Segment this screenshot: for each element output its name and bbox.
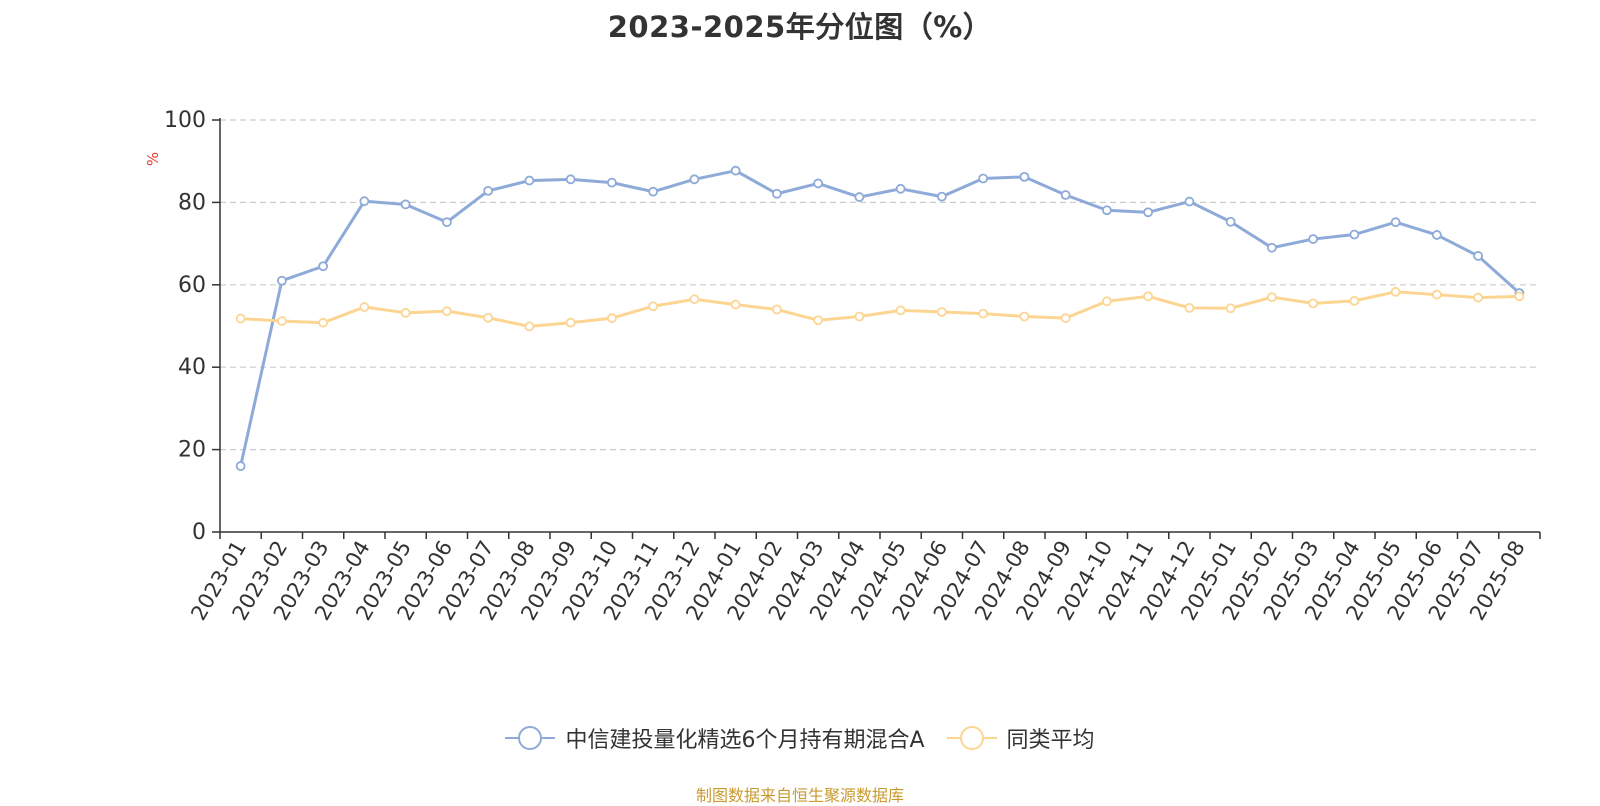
data-point [276, 316, 287, 326]
data-point [1349, 229, 1360, 240]
series-line [239, 169, 1521, 467]
data-point [400, 199, 411, 210]
data-point [1101, 296, 1112, 307]
legend-label-average: 同类平均 [1006, 728, 1095, 753]
data-point [1308, 234, 1319, 244]
data-point [1473, 251, 1484, 261]
data-point [978, 173, 989, 184]
data-point [1390, 217, 1401, 228]
data-point [895, 305, 906, 316]
data-point [730, 165, 741, 176]
data-point [1101, 205, 1112, 216]
data-point [813, 178, 824, 189]
data-point [689, 174, 700, 185]
data-point [1431, 289, 1442, 300]
legend-label-fund: 中信建投量化精选6个月持有期混合A [565, 728, 925, 753]
data-point [771, 188, 782, 199]
legend-item-average[interactable]: 同类平均 [946, 722, 1095, 754]
y-tick-label: 60 [178, 273, 206, 298]
data-point [1266, 242, 1277, 253]
data-point [1060, 190, 1071, 200]
data-point [854, 311, 865, 322]
data-point [606, 313, 617, 324]
data-point [400, 307, 411, 318]
data-point [565, 174, 576, 185]
series-lines [235, 165, 1525, 471]
data-point [235, 461, 246, 471]
data-point [524, 321, 535, 332]
data-point [1266, 292, 1277, 303]
data-point [1308, 298, 1319, 309]
data-point [483, 185, 494, 196]
data-point [606, 177, 617, 188]
data-point [1514, 291, 1525, 302]
data-point [235, 313, 246, 324]
data-point [483, 312, 494, 323]
tick-labels: 0204060801002023-012023-022023-032023-04… [164, 108, 1530, 624]
data-point [813, 315, 824, 326]
data-point [648, 301, 659, 312]
grid-lines [220, 119, 1540, 451]
y-tick-label: 20 [178, 438, 206, 463]
y-tick-label: 40 [178, 355, 206, 380]
data-point [854, 192, 865, 202]
data-point [1143, 291, 1154, 302]
data-point [441, 217, 452, 228]
data-point [895, 183, 906, 194]
y-tick-label: 80 [178, 190, 206, 215]
y-tick-label: 0 [192, 520, 206, 545]
data-point [1184, 302, 1195, 313]
data-point [978, 308, 989, 319]
data-point [936, 191, 947, 202]
data-point [1019, 311, 1030, 322]
chart-title: 2023-2025年分位图（%） [607, 10, 993, 44]
legend-item-fund[interactable]: 中信建投量化精选6个月持有期混合A [505, 722, 925, 754]
legend: 中信建投量化精选6个月持有期混合A 同类平均 [0, 722, 1600, 754]
data-point [1225, 216, 1236, 227]
data-point [318, 261, 329, 272]
data-point [318, 317, 329, 328]
data-point [1390, 286, 1401, 297]
data-point [1225, 303, 1236, 314]
series-0 [235, 165, 1525, 471]
series-line [240, 290, 1520, 328]
data-point [1473, 292, 1484, 303]
axes [212, 118, 1541, 539]
data-point [771, 304, 782, 315]
data-point [1349, 295, 1360, 306]
data-point [276, 275, 287, 286]
data-point [441, 306, 452, 317]
data-source-note: 制图数据来自恒生聚源数据库 [695, 786, 904, 805]
y-tick-label: 100 [164, 108, 206, 133]
data-point [1143, 207, 1154, 218]
data-point [359, 196, 370, 207]
data-point [1060, 313, 1071, 324]
data-point [730, 299, 741, 310]
series-1 [235, 286, 1525, 332]
data-point [359, 302, 370, 312]
legend-marker-average-icon [946, 726, 997, 750]
data-point [565, 317, 576, 328]
legend-marker-fund-icon [505, 726, 556, 750]
data-point [524, 175, 535, 186]
data-point [936, 307, 947, 317]
data-point [689, 294, 700, 305]
data-point [1019, 171, 1030, 182]
data-point [1431, 230, 1442, 240]
data-point [648, 186, 659, 197]
data-point [1184, 196, 1195, 207]
